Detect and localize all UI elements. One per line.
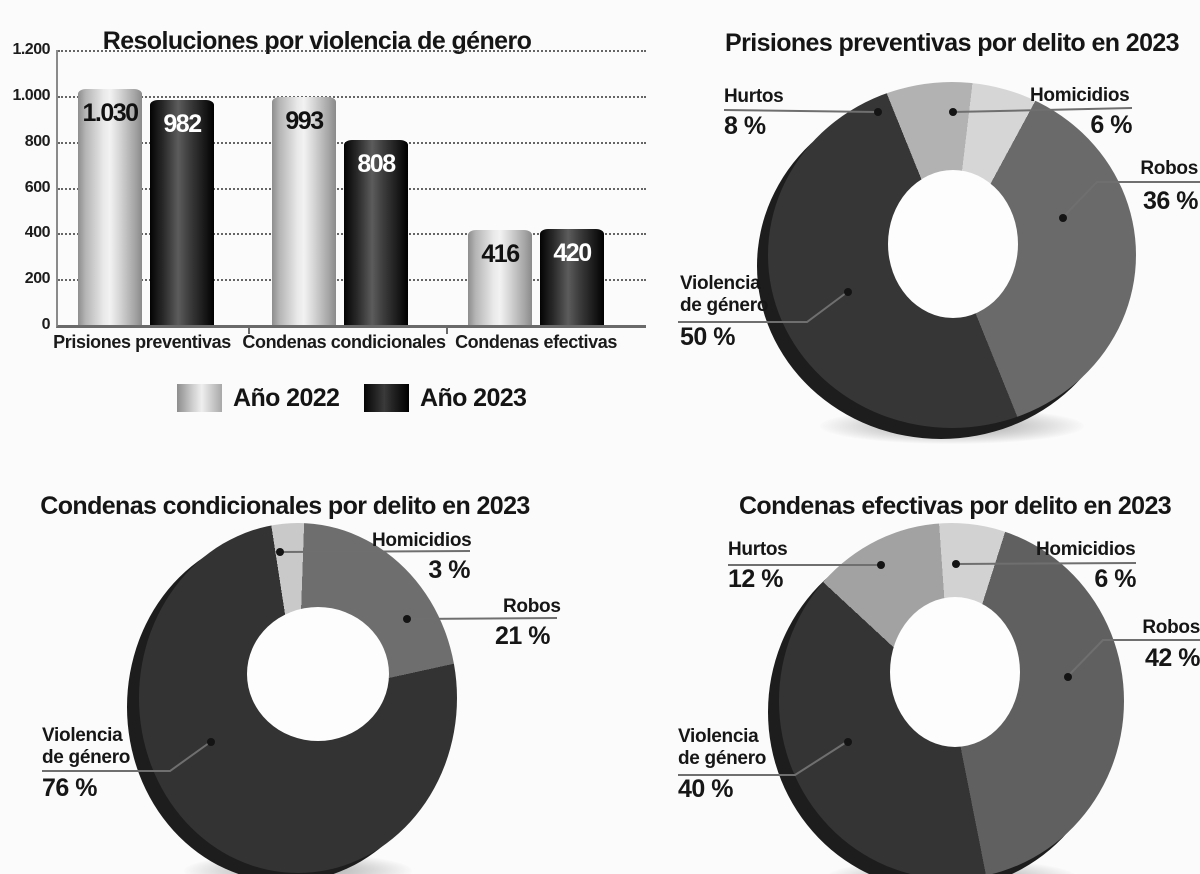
label-homicidios: Homicidios 6 % bbox=[1030, 85, 1133, 139]
donut-efectivas-title: Condenas efectivas por delito en 2023 bbox=[738, 491, 1172, 520]
donut-condicionales-panel: Condenas condicionales por delito en 202… bbox=[0, 455, 620, 874]
donut-prisiones bbox=[757, 82, 1136, 444]
slice-percent: 8 % bbox=[724, 112, 766, 140]
slice-percent: 6 % bbox=[1090, 111, 1132, 139]
bar-2023-condenas-efectivas: 420 bbox=[540, 228, 604, 325]
category-label: Condenas condicionales bbox=[242, 332, 446, 352]
category-label: Condenas efectivas bbox=[455, 332, 617, 352]
slice-percent: 36 % bbox=[1143, 187, 1198, 215]
slice-label: Hurtos bbox=[724, 86, 784, 107]
label-homicidios: Homicidios 6 % bbox=[1036, 539, 1137, 593]
y-tick: 800 bbox=[24, 133, 51, 150]
donut-efectivas-panel: Condenas efectivas por delito en 2023 Hu… bbox=[600, 455, 1200, 874]
label-homicidios: Homicidios 3 % bbox=[372, 530, 472, 584]
label-robos: Robos 42 % bbox=[1142, 617, 1200, 671]
y-tick: 600 bbox=[24, 179, 51, 196]
bar-2023-condenas-condicionales: 808 bbox=[344, 139, 408, 325]
slice-label: Robos bbox=[1140, 158, 1198, 179]
gridline bbox=[58, 95, 646, 98]
slice-percent: 50 % bbox=[680, 323, 735, 351]
gridline bbox=[58, 50, 646, 52]
bar-value: 993 bbox=[285, 107, 324, 136]
bar-chart-panel: Resoluciones por violencia de género 1.2… bbox=[0, 0, 650, 455]
bar-value: 982 bbox=[163, 109, 202, 138]
donut-efectivas bbox=[768, 523, 1124, 874]
y-tick: 1.000 bbox=[12, 87, 50, 104]
bar-2022-condenas-condicionales: 993 bbox=[272, 97, 336, 325]
bar-value: 416 bbox=[481, 239, 520, 268]
y-tick: 400 bbox=[24, 224, 51, 241]
slice-label: Violencia de género bbox=[680, 273, 769, 316]
y-tick: 0 bbox=[41, 316, 51, 333]
bar-2022-prisiones-preventivas: 1.030 bbox=[78, 88, 142, 325]
label-hurtos: Hurtos 8 % bbox=[724, 86, 784, 140]
donut-prisiones-title: Prisiones preventivas por delito en 2023 bbox=[725, 28, 1180, 57]
y-tick: 1.200 bbox=[12, 41, 50, 58]
bar-value: 1.030 bbox=[82, 98, 139, 127]
slice-percent: 12 % bbox=[728, 565, 783, 593]
legend-swatch-2022 bbox=[177, 384, 222, 412]
legend-label-2022: Año 2022 bbox=[233, 384, 340, 412]
slice-label: Violencia de género bbox=[678, 726, 767, 769]
donut-condicionales-title: Condenas condicionales por delito en 202… bbox=[40, 491, 530, 520]
slice-percent: 21 % bbox=[495, 622, 550, 650]
label-violencia: Violencia de género 40 % bbox=[678, 726, 770, 802]
slice-label: Homicidios bbox=[372, 530, 472, 551]
slice-percent: 40 % bbox=[678, 775, 733, 803]
slice-label: Robos bbox=[1142, 617, 1200, 638]
slice-label: Homicidios bbox=[1036, 539, 1136, 560]
label-robos: Robos 21 % bbox=[495, 596, 561, 650]
bar-2022-condenas-efectivas: 416 bbox=[468, 229, 532, 325]
slice-percent: 6 % bbox=[1094, 565, 1136, 593]
y-tick: 200 bbox=[24, 270, 51, 287]
label-violencia: Violencia de género 50 % bbox=[680, 273, 772, 350]
slice-label: Robos bbox=[503, 596, 561, 617]
category-label: Prisiones preventivas bbox=[53, 332, 231, 352]
label-hurtos: Hurtos 12 % bbox=[728, 539, 788, 593]
donut-hole bbox=[888, 170, 1018, 318]
label-violencia: Violencia de género 76 % bbox=[42, 725, 134, 801]
label-robos: Robos 36 % bbox=[1140, 158, 1198, 214]
slice-label: Homicidios bbox=[1030, 85, 1130, 106]
slice-percent: 76 % bbox=[42, 774, 97, 802]
legend-label-2023: Año 2023 bbox=[420, 384, 527, 412]
bar-plot-area: 1.030 982 993 808 416 420 bbox=[56, 50, 646, 334]
donut-hole bbox=[890, 597, 1020, 747]
donut-condicionales bbox=[127, 523, 457, 874]
bar-value: 420 bbox=[553, 238, 592, 267]
bar-2023-prisiones-preventivas: 982 bbox=[150, 99, 214, 325]
bar-value: 808 bbox=[357, 149, 396, 178]
slice-label: Hurtos bbox=[728, 539, 788, 560]
slice-percent: 3 % bbox=[428, 556, 470, 584]
x-axis-tick bbox=[446, 325, 448, 334]
slice-percent: 42 % bbox=[1145, 644, 1200, 672]
slice-label: Violencia de género bbox=[42, 725, 131, 768]
donut-prisiones-panel: Prisiones preventivas por delito en 2023… bbox=[600, 0, 1200, 455]
donut-hole bbox=[247, 607, 389, 741]
x-axis-tick bbox=[248, 325, 250, 334]
legend-swatch-2023 bbox=[364, 384, 409, 412]
